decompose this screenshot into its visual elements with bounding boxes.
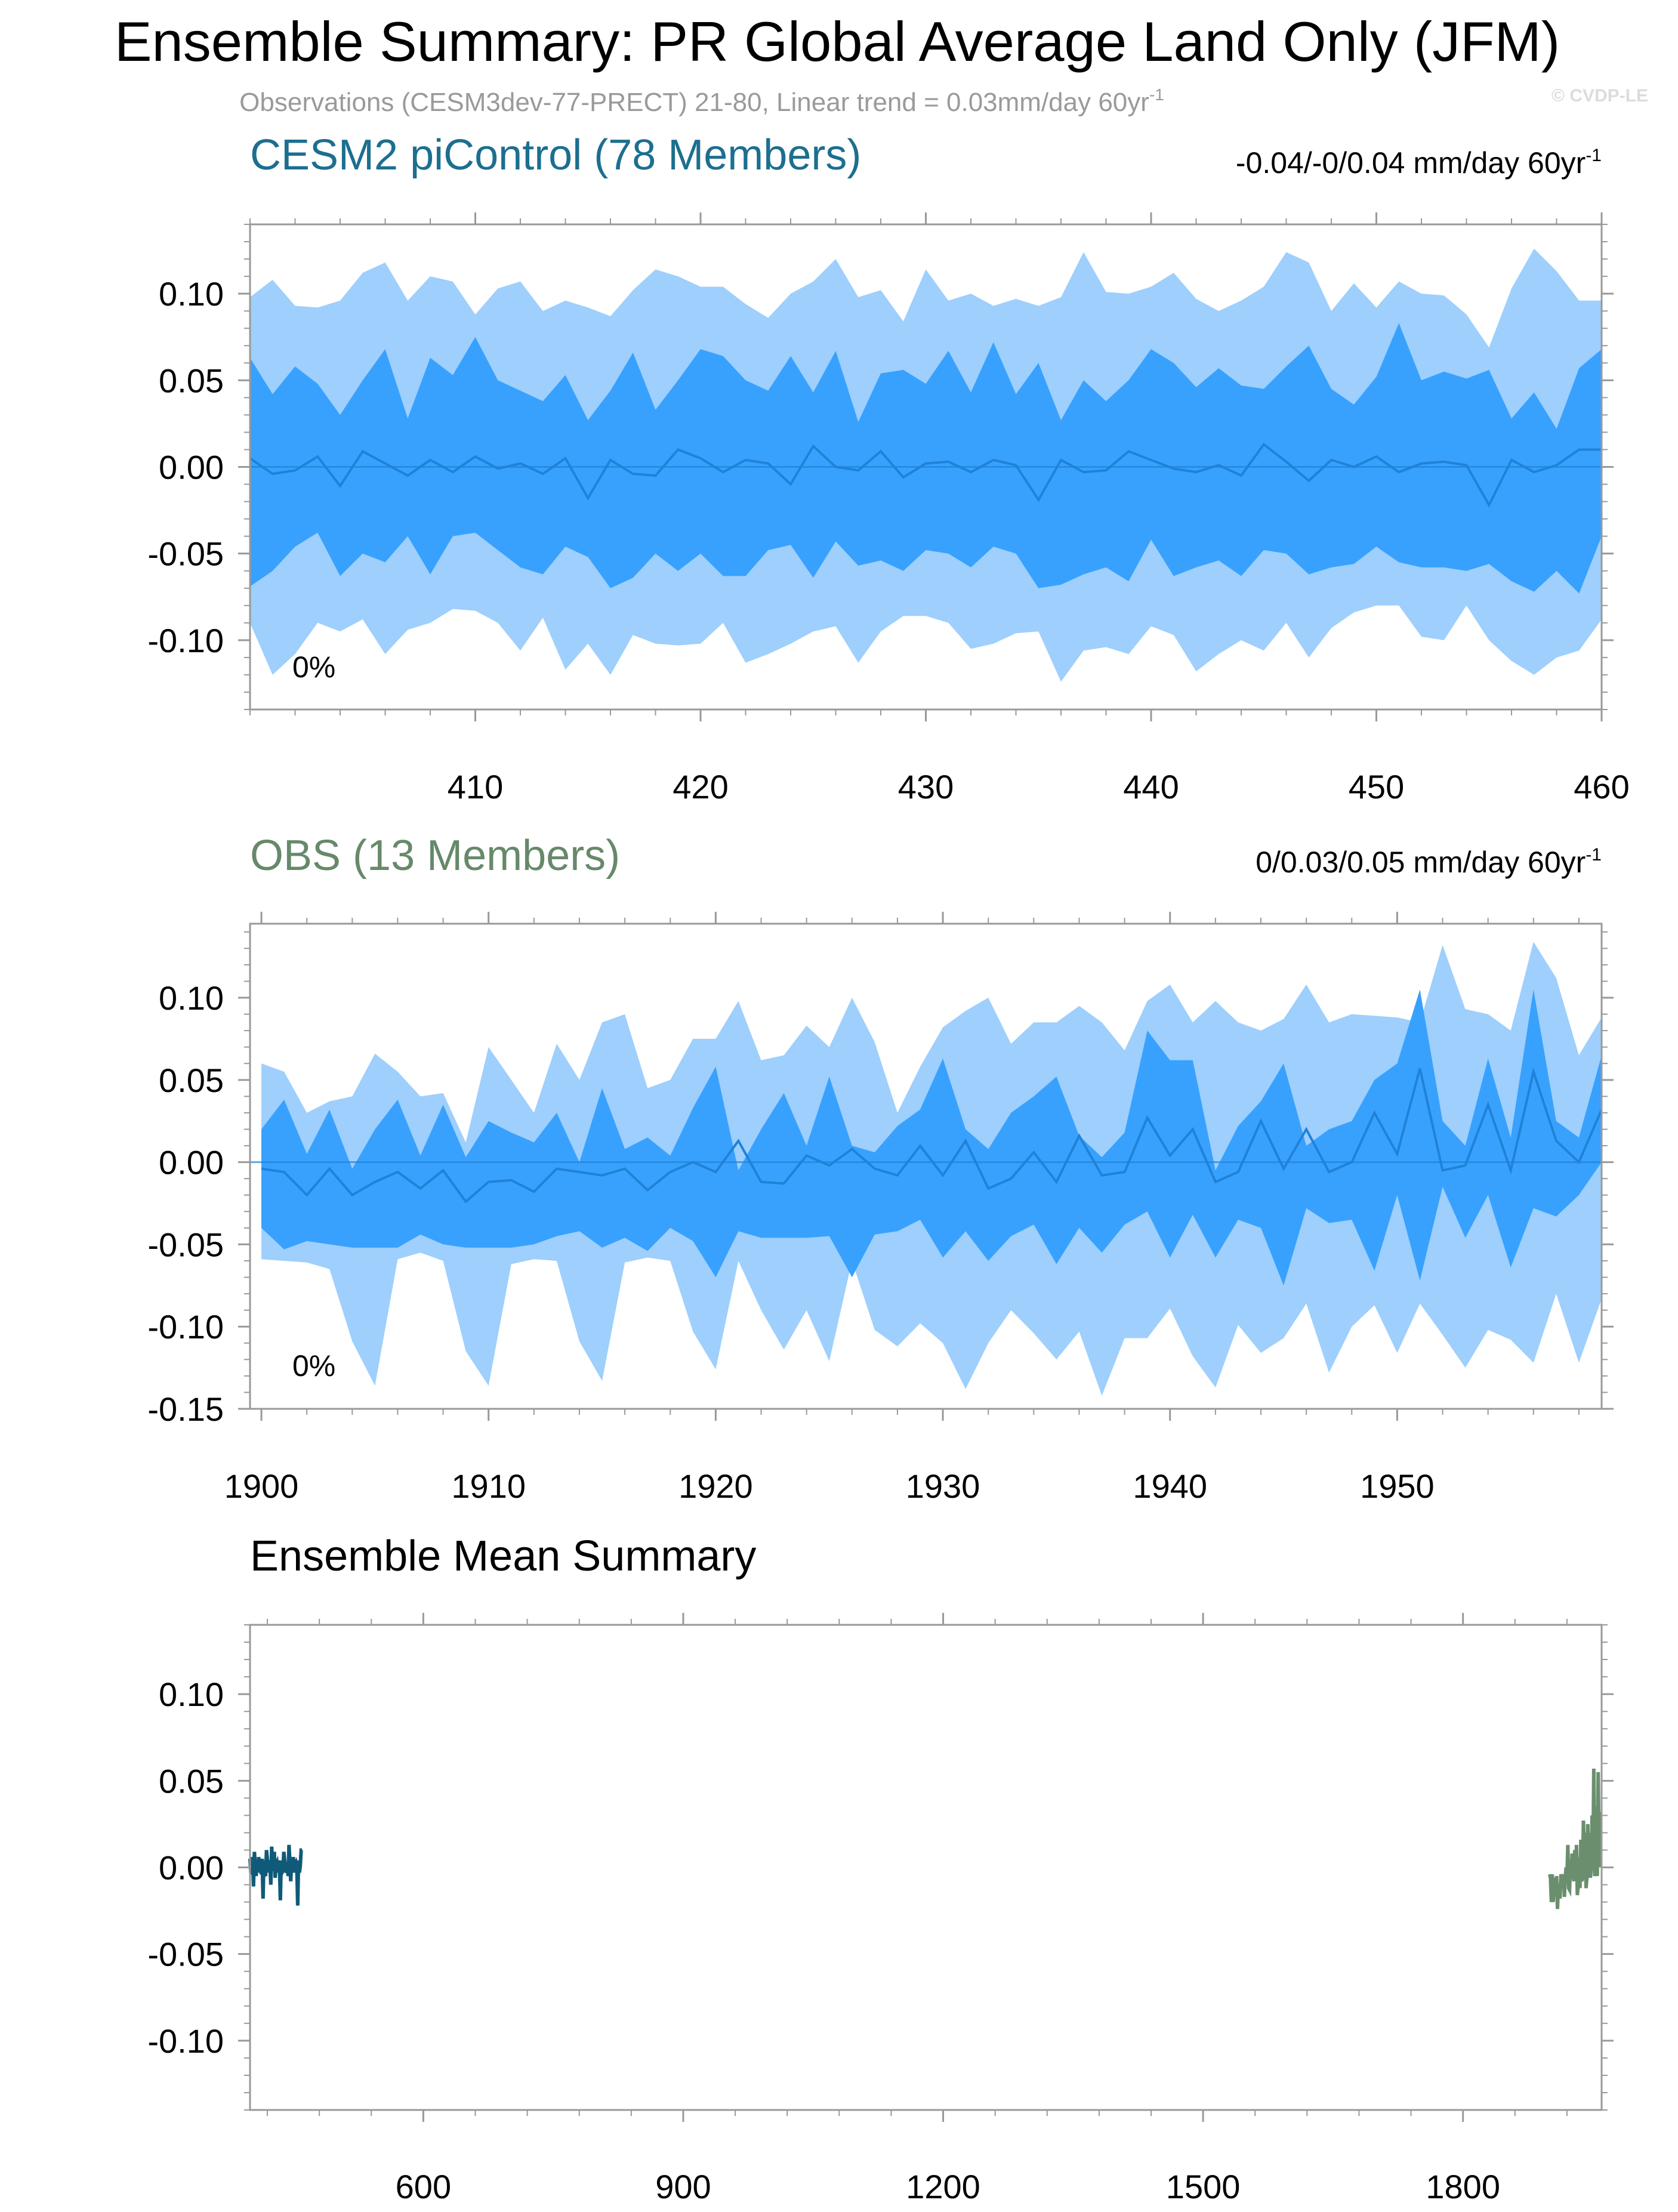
y-tick-label: -0.10 (147, 1308, 224, 1346)
cesm-panel-title: CESM2 piControl (78 Members) (250, 131, 861, 179)
subtitle-superscript: -1 (1149, 85, 1164, 104)
subtitle-text: Observations (CESM3dev-77-PRECT) 21-80, … (239, 88, 1149, 117)
obs-p10-p90-band (261, 989, 1602, 1286)
y-tick-label: 0.05 (159, 1062, 224, 1099)
x-tick-label: 1500 (1166, 2168, 1241, 2205)
x-tick-label: 1200 (906, 2168, 980, 2205)
trend-text: 0/0.03/0.05 mm/day 60yr (1256, 846, 1586, 879)
y-tick-label: 0.00 (159, 449, 224, 486)
obs-percent-label: 0% (292, 1349, 335, 1383)
summary-panel: Ensemble Mean Summary 0.10 0.05 0.00 -0.05 -0… (147, 1532, 1614, 2205)
x-tick-label: 1910 (451, 1467, 526, 1505)
y-tick-label: -0.05 (147, 1936, 224, 1973)
x-tick-label: 900 (655, 2168, 711, 2205)
x-tick-label: 460 (1574, 768, 1629, 806)
y-tick-label: 0.10 (159, 275, 224, 313)
y-tick-label: -0.05 (147, 535, 224, 573)
x-tick-label: 430 (898, 768, 954, 806)
x-tick-label: 1920 (678, 1467, 753, 1505)
y-tick-label: -0.10 (147, 2022, 224, 2060)
figure-subtitle: Observations (CESM3dev-77-PRECT) 21-80, … (239, 85, 1164, 117)
x-tick-label: 600 (396, 2168, 451, 2205)
obs-trend-label: 0/0.03/0.05 mm/day 60yr-1 (1256, 845, 1602, 879)
y-tick-label: 0.05 (159, 1762, 224, 1800)
y-tick-label: -0.10 (147, 622, 224, 659)
x-tick-label: 1940 (1133, 1467, 1207, 1505)
cesm-trend-label: -0.04/-0/0.04 mm/day 60yr-1 (1236, 146, 1602, 180)
y-tick-label: 0.00 (159, 1849, 224, 1887)
cesm-p10-p90-band (250, 323, 1602, 594)
y-tick-label: 0.10 (159, 1676, 224, 1713)
x-tick-label: 450 (1349, 768, 1404, 806)
y-tick-label: -0.15 (147, 1390, 224, 1428)
watermark: © CVDP-LE (1551, 86, 1648, 106)
x-tick-label: 410 (448, 768, 503, 806)
x-tick-label: 1930 (906, 1467, 980, 1505)
x-tick-label: 1950 (1360, 1467, 1435, 1505)
x-tick-label: 420 (673, 768, 728, 806)
figure-title: Ensemble Summary: PR Global Average Land… (115, 10, 1560, 73)
cesm-percent-label: 0% (292, 650, 335, 684)
cesm-panel: CESM2 piControl (78 Members) -0.04/-0/0.0… (147, 131, 1629, 806)
x-tick-label: 1900 (224, 1467, 299, 1505)
plot-frame (249, 1624, 1603, 2111)
y-tick-label: 0.10 (159, 979, 224, 1017)
y-tick-label: 0.00 (159, 1144, 224, 1181)
y-tick-label: 0.05 (159, 362, 224, 399)
cesm-ensemble-mean-line (249, 442, 1602, 508)
trend-superscript: -1 (1586, 845, 1602, 865)
summary-cesm-mean-line (248, 1844, 303, 1906)
obs-panel: OBS (13 Members) 0/0.03/0.05 mm/day 60yr-… (147, 832, 1614, 1505)
chart-panels: CESM2 piControl (78 Members) -0.04/-0/0.0… (147, 131, 1629, 2205)
trend-superscript: -1 (1586, 146, 1602, 165)
y-tick-label: -0.05 (147, 1226, 224, 1263)
trend-text: -0.04/-0/0.04 mm/day 60yr (1236, 146, 1586, 180)
x-tick-label: 1800 (1426, 2168, 1500, 2205)
summary-panel-title: Ensemble Mean Summary (250, 1532, 756, 1580)
obs-ensemble-mean-line (261, 1067, 1603, 1204)
plot-frame (249, 923, 1603, 1410)
x-tick-label: 440 (1123, 768, 1179, 806)
summary-obs-mean-line (1547, 1768, 1603, 1909)
obs-panel-title: OBS (13 Members) (250, 832, 620, 880)
